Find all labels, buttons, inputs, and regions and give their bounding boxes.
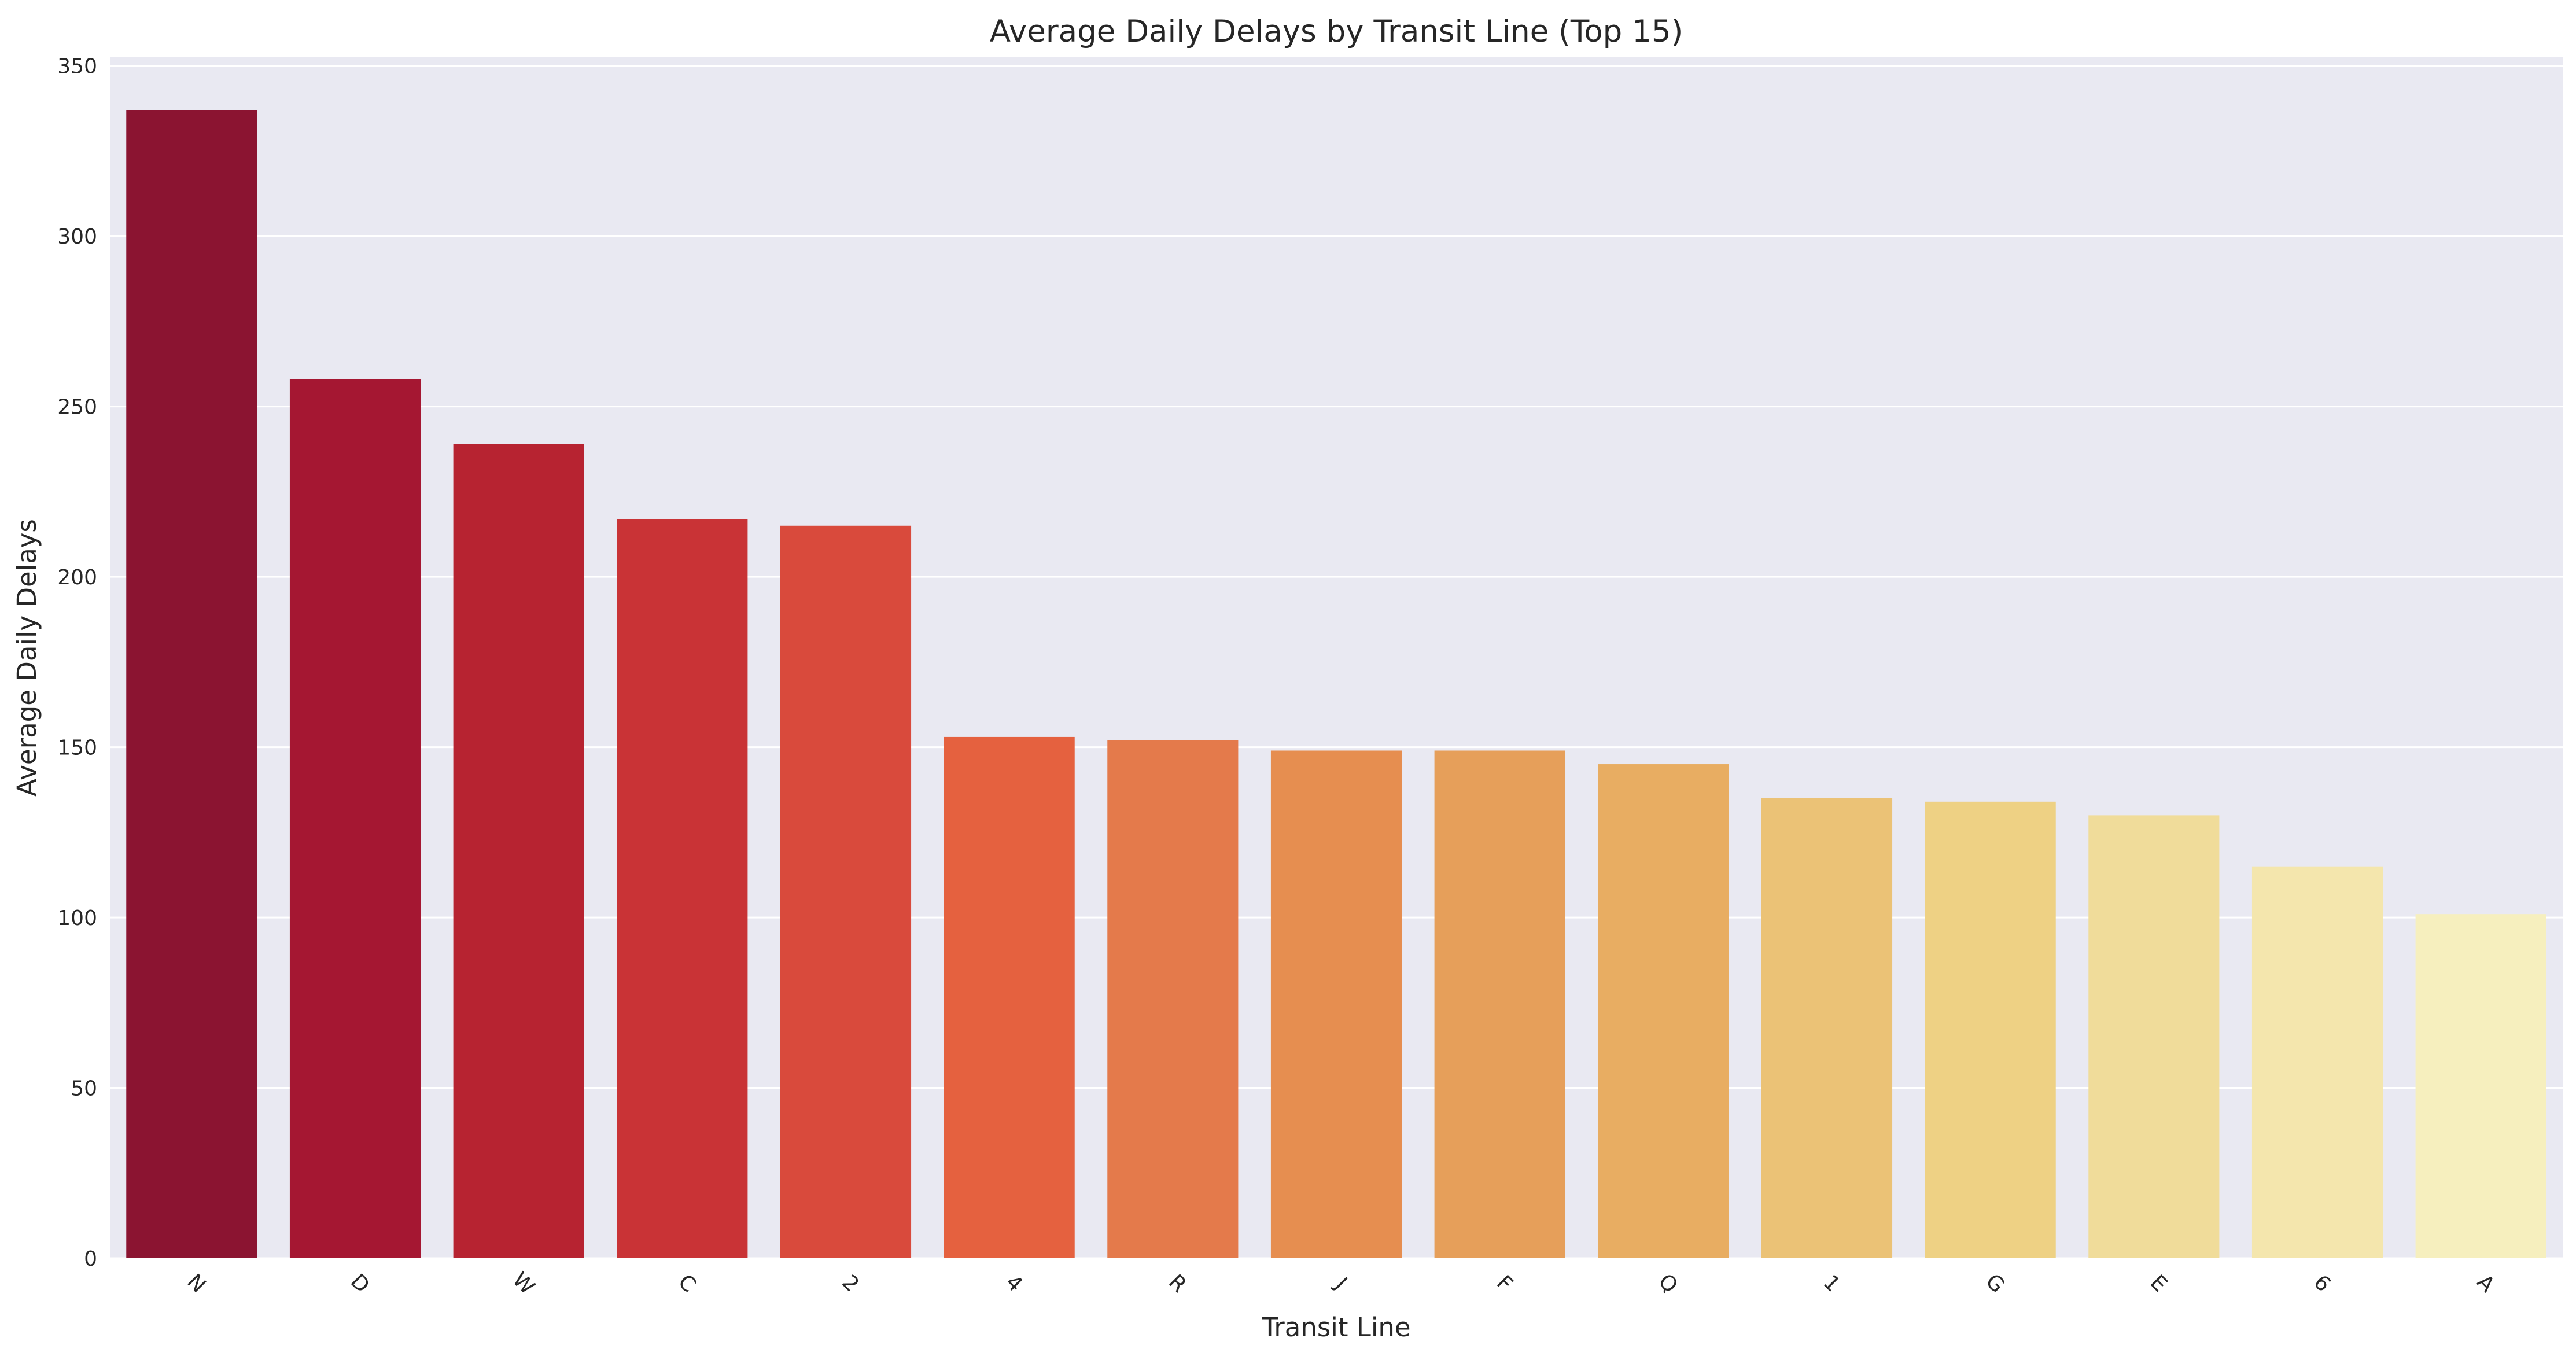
- bar-A: [2415, 914, 2546, 1258]
- x-tick-label: Q: [1654, 1269, 1682, 1298]
- bar-1: [1761, 798, 1893, 1258]
- x-tick-label: J: [1329, 1272, 1351, 1294]
- y-tick-label: 150: [57, 736, 97, 760]
- bars: [126, 110, 2546, 1258]
- bar-6: [2251, 866, 2383, 1258]
- x-tick-label: C: [673, 1270, 701, 1297]
- y-tick-label: 300: [57, 225, 97, 249]
- chart-title: Average Daily Delays by Transit Line (To…: [990, 14, 1683, 49]
- bar-C: [617, 519, 748, 1258]
- bar-2: [780, 525, 912, 1258]
- bar-G: [1925, 801, 2056, 1258]
- bar-N: [126, 110, 257, 1258]
- x-axis-label: Transit Line: [1261, 1312, 1410, 1343]
- bar-J: [1270, 750, 1402, 1258]
- y-tick-label: 50: [71, 1077, 97, 1101]
- y-tick-label: 250: [57, 396, 97, 419]
- bar-D: [289, 379, 421, 1258]
- x-tick-label: D: [346, 1270, 374, 1298]
- bar-R: [1107, 740, 1239, 1258]
- x-tick-label: 6: [2309, 1270, 2335, 1296]
- x-tick-label: A: [2472, 1270, 2500, 1298]
- bar-Q: [1598, 764, 1729, 1258]
- y-tick-label: 200: [57, 566, 97, 589]
- x-tick-label: 1: [1819, 1270, 1845, 1296]
- y-tick-label: 0: [84, 1247, 97, 1271]
- bar-4: [944, 736, 1075, 1258]
- x-tick-label: G: [1981, 1270, 2009, 1298]
- bar-E: [2088, 815, 2220, 1258]
- y-axis-label: Average Daily Delays: [12, 519, 42, 797]
- x-tick-labels: N D W C 2 4 R J F Q 1 G E 6 A: [182, 1268, 2499, 1299]
- x-tick-label: N: [182, 1270, 210, 1298]
- y-tick-label: 100: [57, 906, 97, 930]
- bar-F: [1434, 750, 1565, 1258]
- x-tick-label: R: [1164, 1270, 1191, 1298]
- x-tick-label: F: [1492, 1271, 1517, 1296]
- x-tick-label: E: [2146, 1270, 2172, 1296]
- y-tick-label: 350: [57, 55, 97, 79]
- x-tick-label: W: [508, 1268, 539, 1299]
- y-tick-labels: 0 50 100 150 200 250 300 350: [57, 55, 97, 1271]
- bar-W: [453, 444, 584, 1258]
- x-tick-label: 4: [1001, 1270, 1027, 1296]
- x-tick-label: 2: [838, 1270, 864, 1296]
